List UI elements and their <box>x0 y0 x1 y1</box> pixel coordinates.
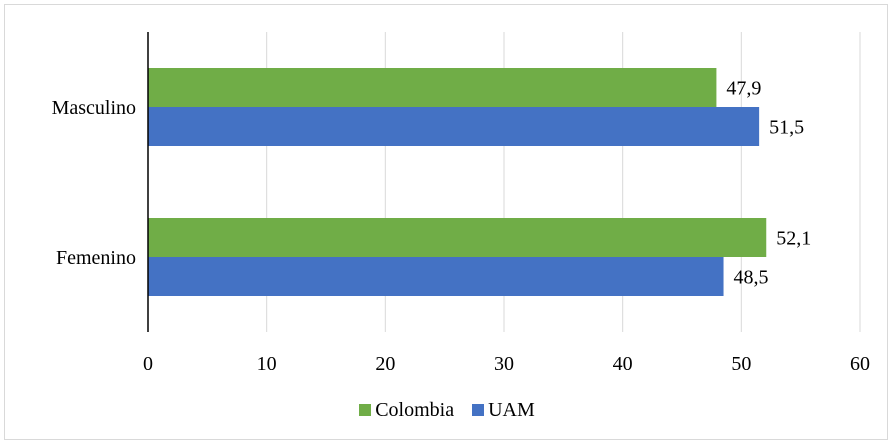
bar-uam-masculino <box>148 107 760 146</box>
legend-swatch-colombia <box>359 404 372 416</box>
legend-label-colombia: Colombia <box>375 398 455 421</box>
x-tick-label: 30 <box>494 353 514 375</box>
data-labels: 47,9 51,5 52,1 48,5 <box>726 78 811 289</box>
data-label: 52,1 <box>776 228 811 250</box>
x-tick-label: 20 <box>375 353 395 375</box>
bar-colombia-masculino <box>148 68 717 107</box>
x-tick-labels: 0 10 20 30 40 50 60 <box>143 353 870 375</box>
x-tick-label: 40 <box>613 353 633 375</box>
bars <box>148 68 767 296</box>
category-labels: Masculino Femenino <box>52 97 136 269</box>
legend-item-uam: UAM <box>472 399 535 422</box>
legend-item-colombia: Colombia <box>359 399 454 422</box>
legend-swatch-uam <box>472 404 485 416</box>
category-label: Masculino <box>52 97 136 119</box>
legend-label-uam: UAM <box>488 398 535 421</box>
data-label: 47,9 <box>726 78 761 100</box>
data-label: 51,5 <box>769 117 804 139</box>
bar-colombia-femenino <box>148 218 767 257</box>
legend: Colombia UAM <box>0 398 894 422</box>
x-tick-label: 10 <box>257 353 277 375</box>
x-tick-label: 60 <box>850 353 870 375</box>
bar-uam-femenino <box>148 257 724 296</box>
data-label: 48,5 <box>734 267 769 289</box>
x-tick-label: 0 <box>143 353 153 375</box>
category-label: Femenino <box>56 247 136 269</box>
x-tick-label: 50 <box>731 353 751 375</box>
